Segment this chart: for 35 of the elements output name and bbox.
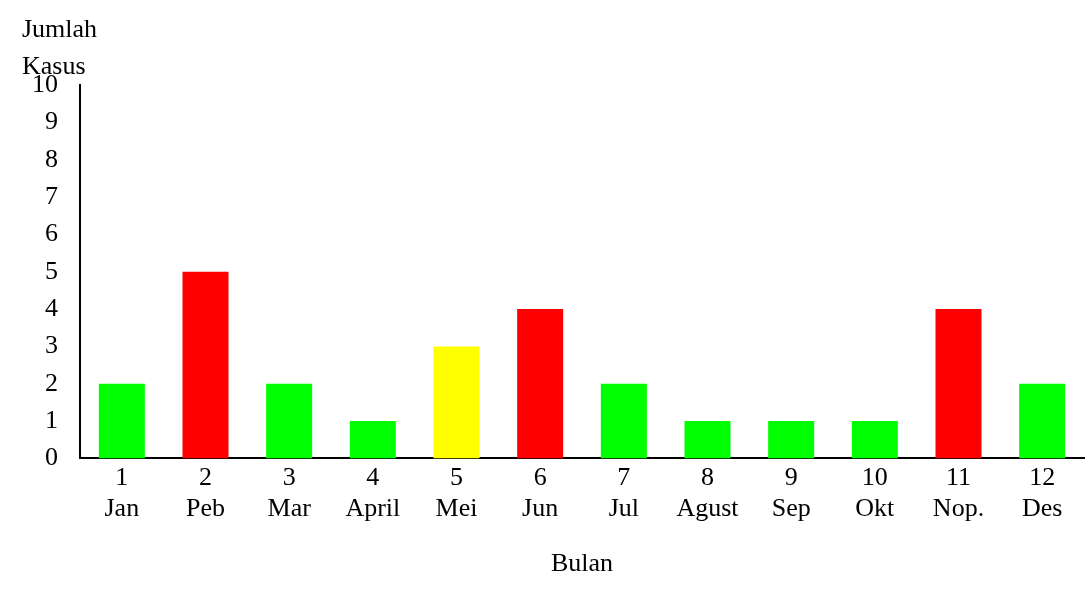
y-tick-label: 8	[45, 143, 58, 173]
bar	[851, 421, 898, 459]
x-tick-label: 8 Agust	[676, 461, 740, 523]
bar	[1019, 383, 1066, 459]
bar	[98, 383, 145, 459]
x-tick-label: 5 Mei	[435, 461, 478, 523]
y-tick-label: 5	[45, 255, 58, 285]
y-tick-label: 6	[45, 218, 58, 248]
y-tick-label: 9	[45, 106, 58, 136]
bar	[600, 383, 647, 459]
bar	[935, 309, 982, 459]
bar	[768, 421, 815, 459]
x-tick-label: 11 Nop.	[932, 461, 985, 523]
y-tick-label: 1	[45, 404, 58, 434]
y-tick-label: 4	[45, 292, 58, 322]
bar	[182, 271, 229, 459]
bar	[517, 309, 564, 459]
bar	[433, 346, 480, 459]
y-tick-label: 7	[45, 180, 58, 210]
x-axis-title: Bulan	[550, 548, 614, 578]
x-tick-label: 3 Mar	[267, 461, 312, 523]
x-tick-label: 9 Sep	[771, 461, 811, 523]
bar	[266, 383, 313, 459]
x-tick-label: 1 Jan	[104, 461, 140, 523]
x-tick-label: 4 April	[345, 461, 401, 523]
x-tick-label: 6 Jun	[522, 461, 559, 523]
x-tick-label: 12 Des	[1021, 461, 1063, 523]
y-tick-label: 3	[45, 330, 58, 360]
bar	[349, 421, 396, 459]
y-tick-label: 0	[45, 442, 58, 472]
x-tick-label: 7 Jul	[608, 461, 640, 523]
x-tick-label: 2 Peb	[186, 461, 225, 523]
bar	[684, 421, 731, 459]
x-tick-label: 10 Okt	[855, 461, 896, 523]
y-tick-label: 2	[45, 367, 58, 397]
